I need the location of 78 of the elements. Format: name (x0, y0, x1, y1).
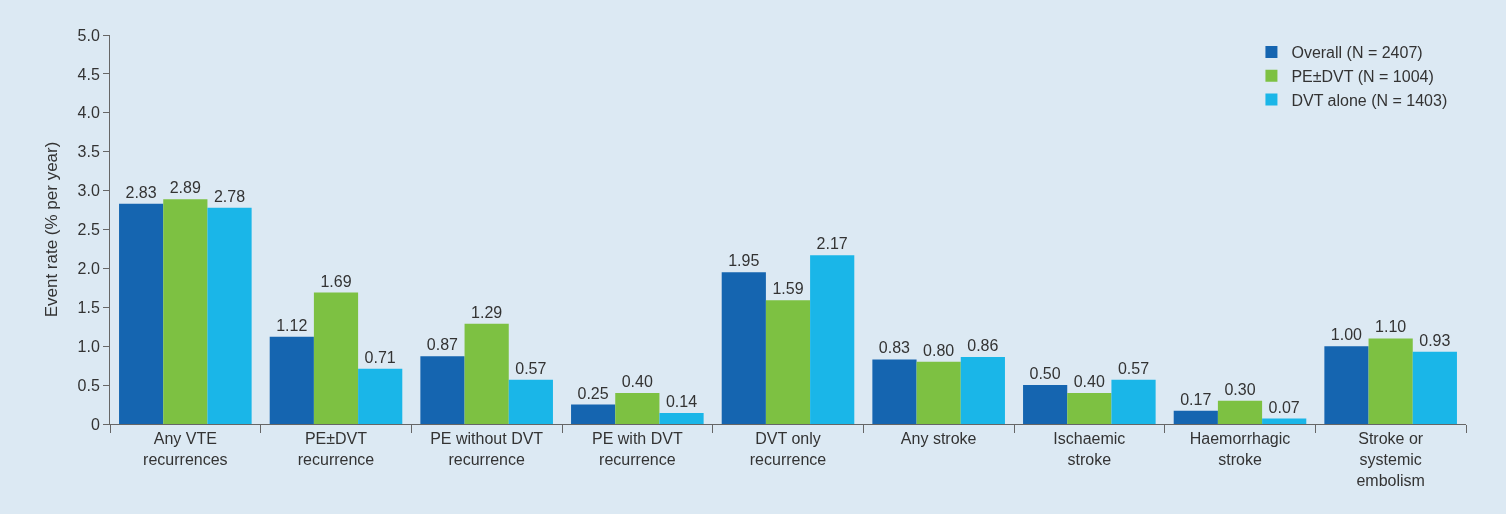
bar (163, 199, 208, 424)
data-label: 0.57 (515, 359, 547, 377)
data-label: 0.83 (878, 339, 911, 357)
data-label: 1.69 (320, 272, 352, 290)
y-tick-label: 4.0 (77, 104, 100, 122)
data-label: 0.71 (364, 348, 396, 366)
bar (508, 379, 553, 424)
bar (1111, 379, 1156, 424)
bar (916, 361, 961, 424)
x-tick-label: Any VTE recurrences (143, 430, 228, 468)
x-tick-label: Haemorrhagic stroke (1189, 430, 1291, 468)
x-tick-label: PE±DVT recurrence (297, 430, 375, 468)
bar (810, 255, 855, 424)
data-label: 1.95 (728, 252, 760, 270)
data-label: 2.89 (169, 179, 201, 197)
bar (420, 356, 465, 424)
y-tick-label: 1.0 (77, 337, 100, 355)
bar (571, 404, 616, 424)
y-axis-title: Event rate (% per year) (42, 141, 62, 318)
data-label: 0.30 (1224, 380, 1256, 398)
bar (269, 336, 314, 424)
data-label: 0.17 (1180, 390, 1212, 408)
y-tick-label: 3.5 (77, 143, 100, 161)
x-tick-label: Any stroke (900, 430, 977, 448)
bar (1368, 338, 1413, 424)
bar (1023, 385, 1068, 424)
data-label: 2.17 (816, 235, 848, 253)
y-tick-label: 2.5 (77, 221, 100, 239)
y-tick-label: 0.5 (77, 376, 100, 394)
data-label: 0.57 (1117, 359, 1150, 377)
data-label: 0.80 (923, 341, 955, 359)
legend-label: PE±DVT (N = 1004) (1291, 67, 1434, 85)
bar (721, 272, 766, 424)
bar (358, 368, 403, 424)
data-label: 2.78 (213, 187, 246, 205)
data-label: 1.10 (1375, 318, 1407, 336)
y-tick-label: 3.0 (77, 182, 100, 200)
x-tick-label: Stroke or systemic embolism (1356, 430, 1425, 489)
bar (872, 359, 917, 424)
bar (765, 300, 811, 424)
data-label: 0.40 (1073, 372, 1105, 390)
y-tick-label: 0 (90, 415, 100, 433)
data-label: 0.14 (665, 393, 698, 411)
bar (1067, 392, 1112, 424)
bar (119, 203, 164, 424)
x-tick-label: PE without DVT recurrence (430, 430, 544, 468)
data-label: 1.12 (276, 316, 308, 334)
data-label: 0.25 (577, 384, 609, 402)
data-label: 0.93 (1419, 331, 1451, 349)
y-tick-label: 2.0 (77, 260, 100, 277)
data-label: 0.50 (1029, 365, 1061, 383)
bar (313, 292, 359, 424)
data-label: 1.29 (471, 303, 503, 321)
data-label: 0.40 (621, 372, 653, 390)
bar (659, 413, 704, 424)
legend-label: Overall (N = 2407) (1291, 44, 1423, 62)
y-tick-label: 5.0 (77, 26, 100, 44)
bar (1217, 400, 1263, 424)
bar (615, 392, 660, 424)
bar (1324, 346, 1369, 424)
bar (1412, 351, 1457, 424)
x-tick-label: DVT only recurrence (749, 430, 827, 468)
bar (464, 323, 509, 424)
data-label: 0.87 (426, 336, 459, 354)
bar (1262, 418, 1307, 424)
bar (960, 357, 1005, 424)
data-label: 0.07 (1268, 398, 1300, 416)
data-label: 1.00 (1330, 326, 1363, 344)
data-label: 1.59 (772, 280, 804, 298)
x-tick-label: Ischaemic stroke (1053, 430, 1126, 468)
legend-label: DVT alone (N = 1403) (1291, 91, 1448, 109)
bar (1173, 410, 1218, 424)
data-label: 2.83 (125, 183, 157, 201)
y-tick-label: 1.5 (77, 298, 100, 316)
x-tick-label: PE with DVT recurrence (591, 430, 683, 468)
data-label: 0.86 (967, 337, 999, 355)
y-tick-label: 4.5 (77, 65, 100, 83)
bar (207, 207, 252, 424)
